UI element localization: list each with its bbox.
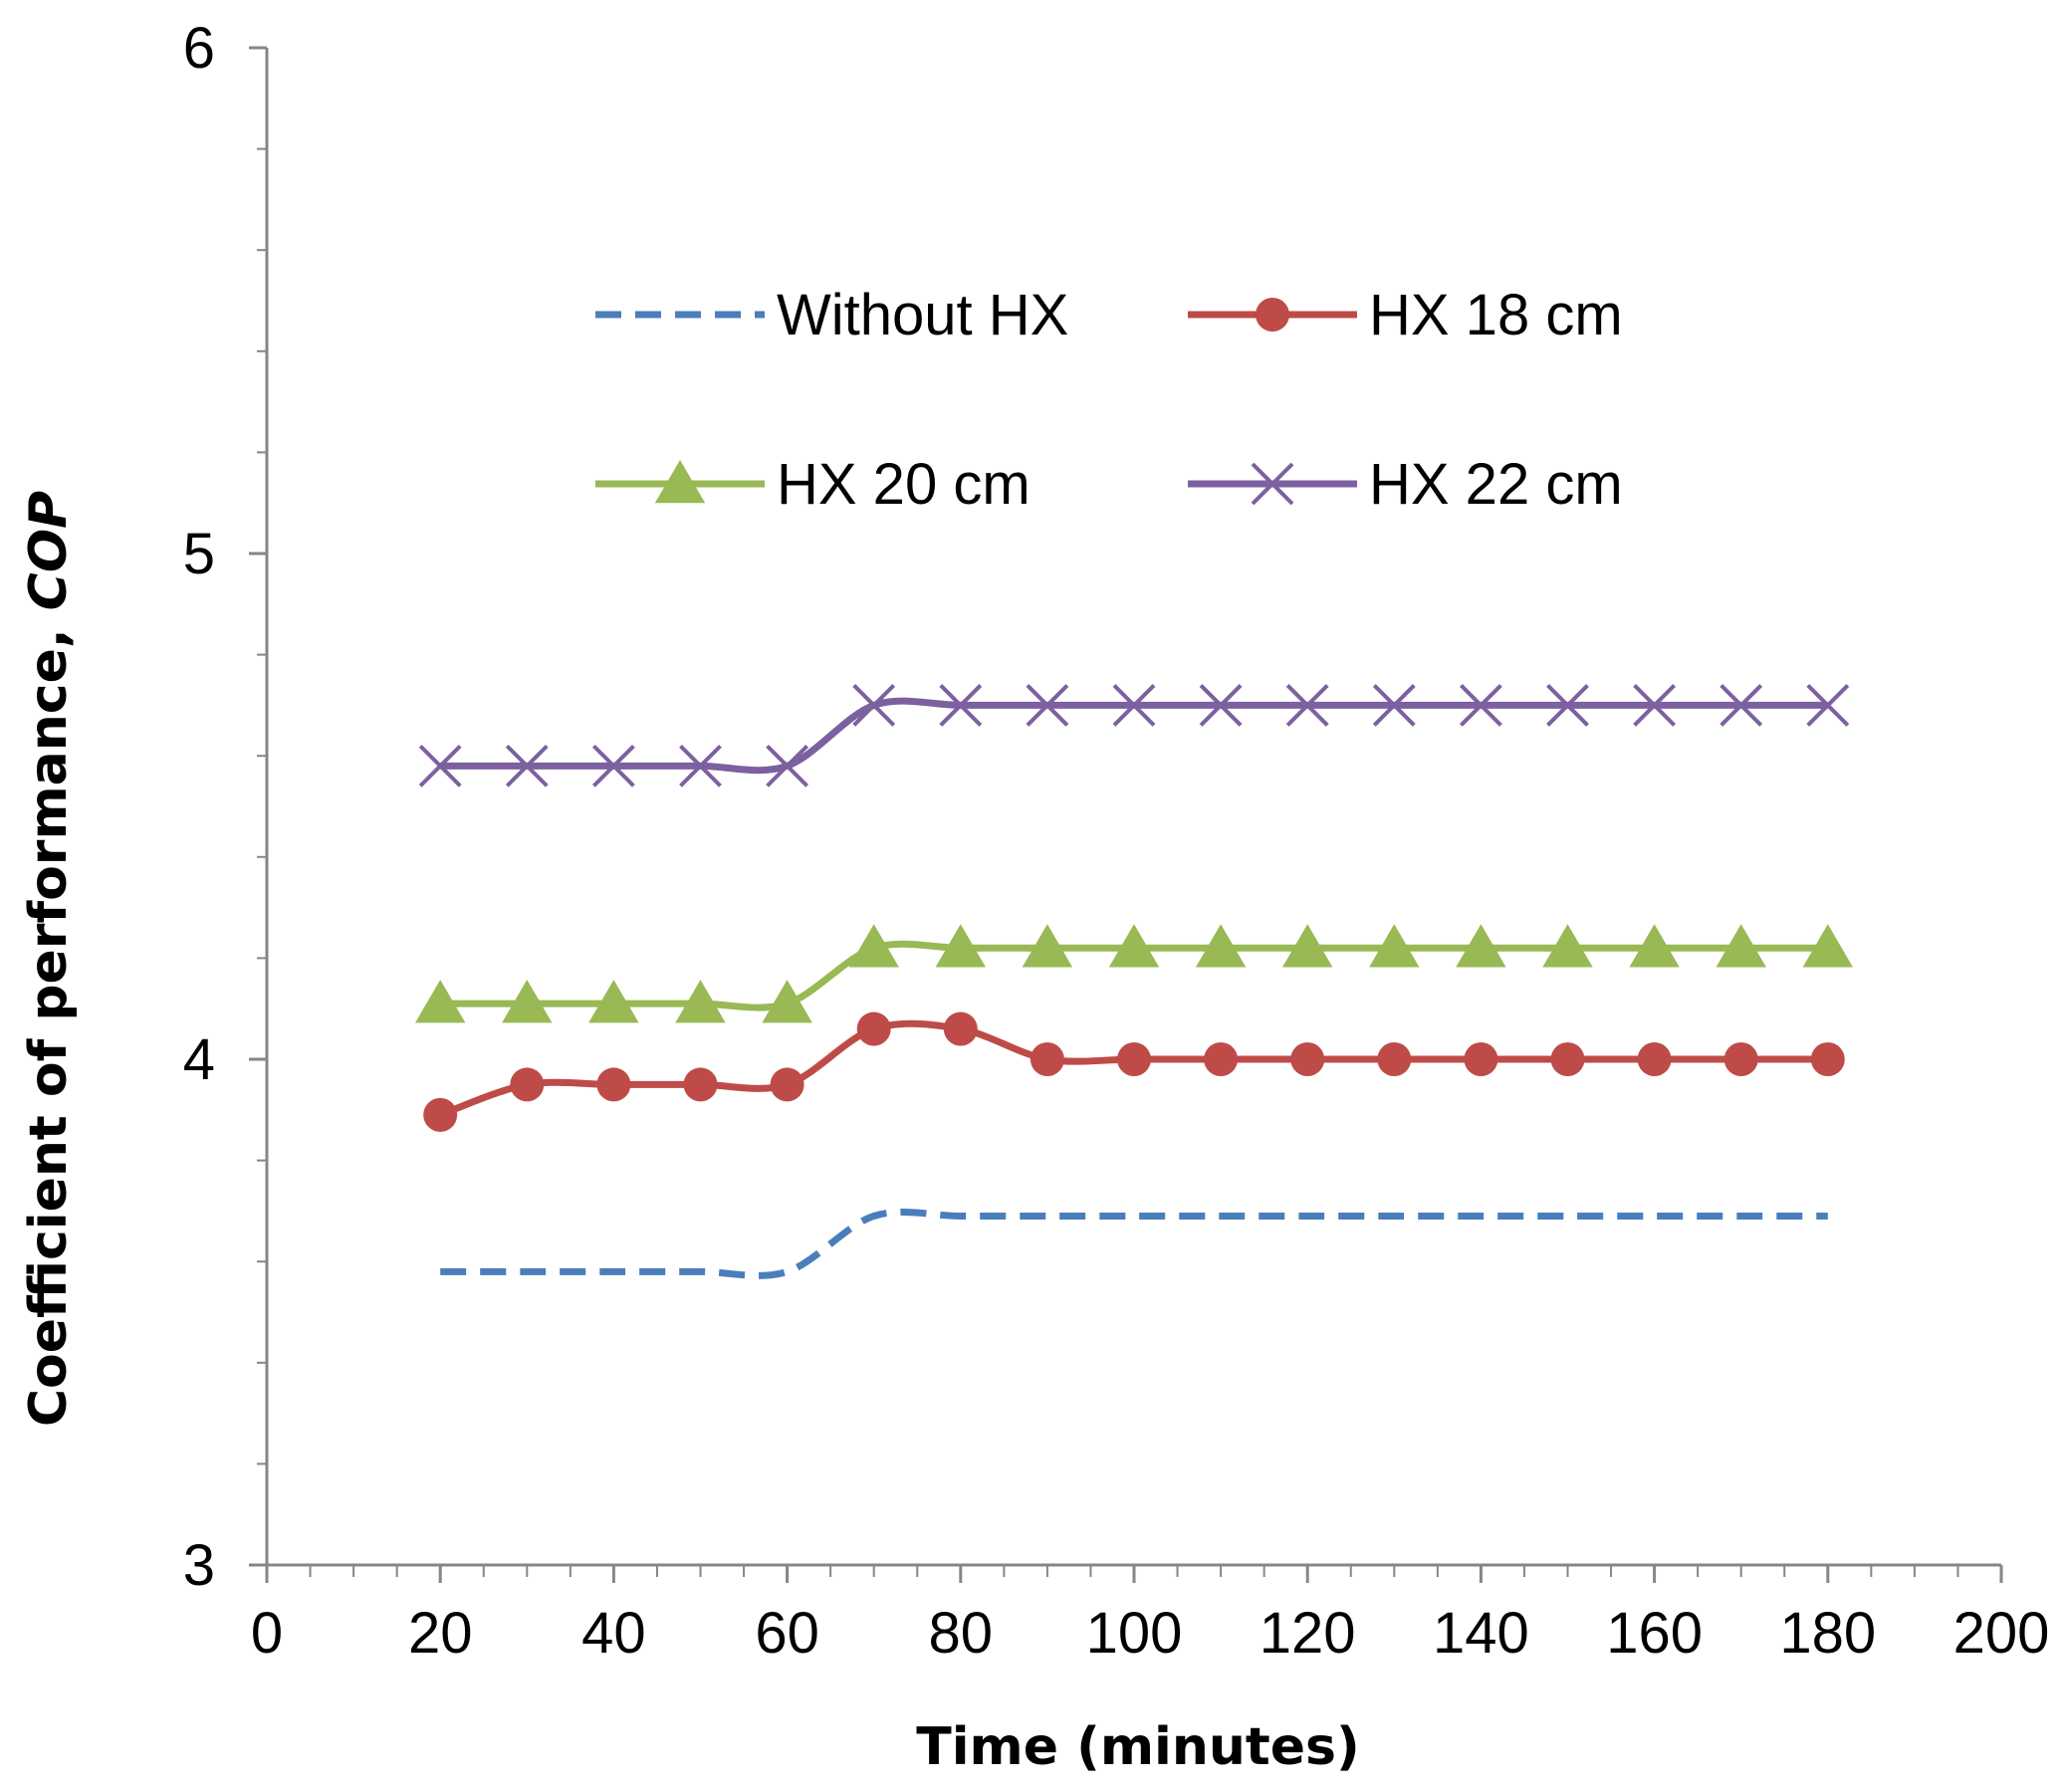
y-tick-label: 4 — [183, 1027, 215, 1092]
data-point-hx-18-cm — [1204, 1042, 1239, 1076]
data-point-hx-18-cm — [1290, 1042, 1325, 1076]
legend-item-hx-18-cm: HX 18 cm — [1188, 283, 1623, 347]
data-point-hx-20-cm — [675, 980, 726, 1023]
x-tick-label: 100 — [1086, 1601, 1183, 1666]
data-point-hx-20-cm — [1022, 924, 1073, 968]
data-point-hx-22-cm — [418, 744, 462, 787]
data-point-hx-20-cm — [762, 980, 812, 1023]
data-point-hx-22-cm — [766, 744, 809, 787]
data-point-hx-22-cm — [1806, 683, 1850, 727]
legend-item-without-hx: Without HX — [595, 283, 1068, 347]
x-axis-title: Time (minutes) — [916, 1717, 1360, 1777]
series-group — [415, 683, 1853, 1279]
data-point-hx-22-cm — [505, 744, 549, 787]
x-tick-label: 180 — [1779, 1601, 1876, 1666]
data-point-hx-22-cm — [1459, 683, 1502, 727]
legend-label-without-hx: Without HX — [777, 283, 1068, 347]
legend-item-hx-22-cm: HX 22 cm — [1188, 452, 1623, 517]
data-point-hx-18-cm — [683, 1067, 718, 1102]
legend-marker-hx-20-cm — [654, 460, 706, 504]
legend-item-hx-20-cm: HX 20 cm — [595, 452, 1031, 517]
data-point-hx-18-cm — [1464, 1042, 1498, 1076]
data-point-hx-22-cm — [1112, 683, 1156, 727]
x-tick-label: 20 — [408, 1601, 473, 1666]
data-point-hx-22-cm — [1720, 683, 1763, 727]
legend-marker-hx-18-cm — [1256, 298, 1289, 332]
data-point-hx-18-cm — [770, 1067, 804, 1102]
legend: Without HX HX 18 cm HX 20 cm HX 22 cm — [595, 283, 1623, 517]
legend-label-hx-20-cm: HX 20 cm — [777, 452, 1031, 517]
x-tick-label: 0 — [251, 1601, 283, 1666]
x-tick-label: 140 — [1433, 1601, 1529, 1666]
data-point-hx-22-cm — [939, 683, 983, 727]
data-point-hx-18-cm — [596, 1067, 631, 1102]
series-hx-22-cm — [418, 683, 1850, 787]
data-point-hx-18-cm — [1550, 1042, 1585, 1076]
data-point-hx-20-cm — [1108, 924, 1160, 968]
x-tick-label: 60 — [755, 1601, 819, 1666]
data-point-hx-20-cm — [1282, 924, 1333, 968]
series-hx-18-cm — [423, 1011, 1845, 1132]
data-point-hx-20-cm — [1542, 924, 1593, 968]
y-axis-title-italic: COP — [19, 491, 79, 610]
x-tick-label: 120 — [1260, 1601, 1356, 1666]
data-point-hx-22-cm — [679, 744, 722, 787]
x-tick-label: 80 — [929, 1601, 994, 1666]
x-tick-label: 40 — [581, 1601, 646, 1666]
data-point-hx-22-cm — [591, 744, 635, 787]
data-point-hx-22-cm — [1633, 683, 1677, 727]
series-without-hx — [440, 1209, 1828, 1279]
data-point-hx-18-cm — [1810, 1042, 1845, 1076]
data-point-hx-18-cm — [1723, 1042, 1758, 1076]
y-tick-label: 5 — [183, 522, 215, 586]
data-point-hx-20-cm — [1195, 924, 1247, 968]
data-point-hx-18-cm — [1637, 1042, 1672, 1076]
y-tick-label: 6 — [183, 16, 215, 81]
data-point-hx-22-cm — [1546, 683, 1589, 727]
data-point-hx-22-cm — [1199, 683, 1243, 727]
data-point-hx-18-cm — [423, 1097, 458, 1132]
data-point-hx-20-cm — [415, 980, 466, 1023]
x-tick-label: 200 — [1953, 1601, 2050, 1666]
legend-marker-hx-22-cm — [1251, 462, 1294, 506]
data-point-hx-18-cm — [856, 1011, 891, 1046]
data-point-hx-20-cm — [1369, 924, 1420, 968]
data-point-hx-20-cm — [1716, 924, 1766, 968]
legend-label-hx-18-cm: HX 18 cm — [1369, 283, 1623, 347]
y-axis-title: Coefficient of performance, COP — [19, 491, 79, 1427]
data-point-hx-18-cm — [1117, 1042, 1151, 1076]
data-point-hx-20-cm — [1456, 924, 1506, 968]
data-point-hx-18-cm — [943, 1011, 978, 1046]
series-line-without-hx — [440, 1209, 1828, 1279]
data-point-hx-22-cm — [852, 683, 896, 727]
data-point-hx-18-cm — [510, 1067, 545, 1102]
data-point-hx-20-cm — [1802, 924, 1853, 968]
data-point-hx-18-cm — [1030, 1042, 1064, 1076]
data-point-hx-22-cm — [1372, 683, 1416, 727]
data-point-hx-20-cm — [502, 980, 553, 1023]
series-hx-20-cm — [415, 924, 1853, 1023]
y-axis-title-main: Coefficient of performance, — [19, 610, 79, 1427]
y-tick-label: 3 — [183, 1533, 215, 1598]
legend-label-hx-22-cm: HX 22 cm — [1369, 452, 1623, 517]
data-point-hx-22-cm — [1026, 683, 1069, 727]
data-point-hx-20-cm — [1629, 924, 1680, 968]
data-point-hx-20-cm — [588, 980, 639, 1023]
data-point-hx-20-cm — [848, 924, 899, 968]
data-point-hx-22-cm — [1285, 683, 1329, 727]
data-point-hx-18-cm — [1377, 1042, 1412, 1076]
data-point-hx-20-cm — [935, 924, 986, 968]
x-tick-label: 160 — [1606, 1601, 1703, 1666]
